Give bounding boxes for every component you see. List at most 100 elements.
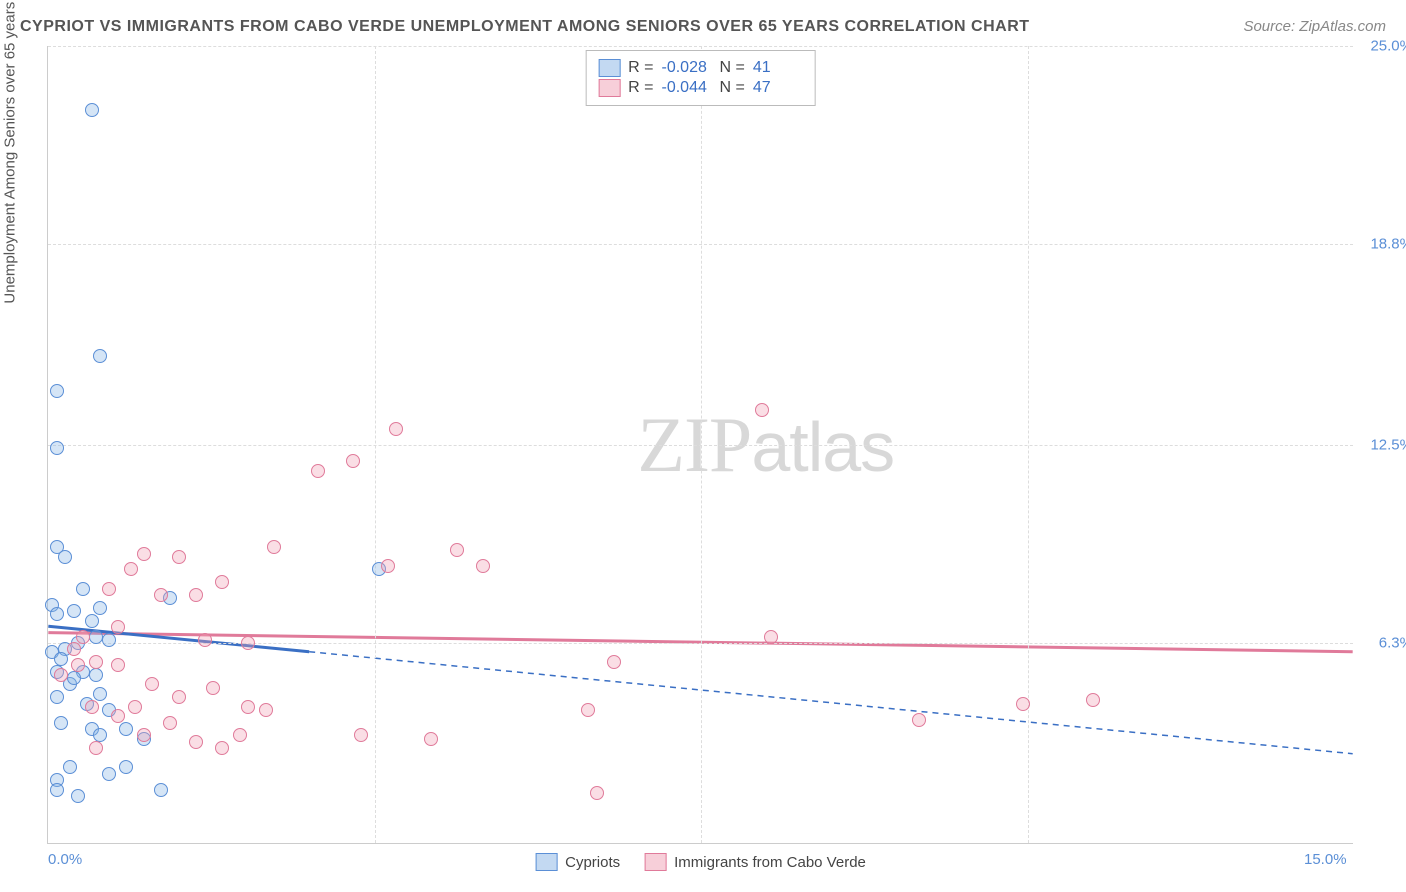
y-tick-label: 25.0% <box>1370 38 1406 55</box>
data-point-blue <box>67 604 81 618</box>
data-point-blue <box>63 760 77 774</box>
legend-label-pink: Immigrants from Cabo Verde <box>674 854 866 871</box>
data-point-pink <box>206 681 220 695</box>
legend-label-blue: Cypriots <box>565 854 620 871</box>
data-point-pink <box>111 709 125 723</box>
n-label: N = <box>720 79 745 97</box>
data-point-blue <box>67 671 81 685</box>
data-point-blue <box>93 601 107 615</box>
swatch-pink-icon <box>598 79 620 97</box>
data-point-blue <box>119 722 133 736</box>
data-point-pink <box>233 728 247 742</box>
data-point-blue <box>76 582 90 596</box>
swatch-blue-icon <box>598 59 620 77</box>
n-value-pink: 47 <box>753 79 803 97</box>
data-point-pink <box>89 655 103 669</box>
data-point-blue <box>89 630 103 644</box>
n-value-blue: 41 <box>753 59 803 77</box>
swatch-pink-icon <box>644 853 666 871</box>
source-label: Source: ZipAtlas.com <box>1243 18 1386 35</box>
data-point-pink <box>215 575 229 589</box>
data-point-pink <box>102 582 116 596</box>
data-point-pink <box>354 728 368 742</box>
data-point-pink <box>424 732 438 746</box>
data-point-pink <box>607 655 621 669</box>
data-point-pink <box>381 559 395 573</box>
data-point-blue <box>102 633 116 647</box>
data-point-blue <box>85 614 99 628</box>
data-point-pink <box>476 559 490 573</box>
gridline-v <box>1028 46 1029 843</box>
data-point-pink <box>215 741 229 755</box>
data-point-blue <box>93 349 107 363</box>
legend-row-pink: R = -0.044 N = 47 <box>598 79 803 97</box>
legend-item-blue: Cypriots <box>535 853 620 871</box>
n-label: N = <box>720 59 745 77</box>
data-point-pink <box>450 543 464 557</box>
data-point-pink <box>764 630 778 644</box>
data-point-blue <box>50 690 64 704</box>
data-point-pink <box>346 454 360 468</box>
data-point-pink <box>189 735 203 749</box>
data-point-pink <box>111 620 125 634</box>
data-point-pink <box>163 716 177 730</box>
x-tick-label: 15.0% <box>1304 851 1347 868</box>
data-point-pink <box>241 636 255 650</box>
data-point-pink <box>581 703 595 717</box>
data-point-blue <box>102 767 116 781</box>
data-point-pink <box>71 658 85 672</box>
x-tick-label: 0.0% <box>48 851 82 868</box>
trendline-blue-dashed <box>309 652 1352 754</box>
data-point-pink <box>389 422 403 436</box>
data-point-pink <box>85 700 99 714</box>
gridline-v <box>701 46 702 843</box>
data-point-blue <box>50 384 64 398</box>
data-point-blue <box>154 783 168 797</box>
data-point-pink <box>912 713 926 727</box>
r-label: R = <box>628 79 653 97</box>
gridline-v <box>375 46 376 843</box>
data-point-pink <box>172 550 186 564</box>
data-point-blue <box>58 550 72 564</box>
data-point-pink <box>198 633 212 647</box>
data-point-pink <box>145 677 159 691</box>
data-point-pink <box>590 786 604 800</box>
chart-title: CYPRIOT VS IMMIGRANTS FROM CABO VERDE UN… <box>20 18 1030 36</box>
y-tick-label: 6.3% <box>1379 634 1406 651</box>
swatch-blue-icon <box>535 853 557 871</box>
data-point-pink <box>241 700 255 714</box>
data-point-pink <box>1016 697 1030 711</box>
data-point-pink <box>128 700 142 714</box>
y-tick-label: 12.5% <box>1370 437 1406 454</box>
r-value-pink: -0.044 <box>662 79 712 97</box>
series-legend: Cypriots Immigrants from Cabo Verde <box>535 853 866 871</box>
data-point-blue <box>71 789 85 803</box>
data-point-pink <box>54 668 68 682</box>
data-point-blue <box>119 760 133 774</box>
data-point-blue <box>54 716 68 730</box>
data-point-pink <box>111 658 125 672</box>
data-point-blue <box>50 441 64 455</box>
watermark-bold: ZIP <box>637 401 751 488</box>
data-point-blue <box>50 607 64 621</box>
legend-row-blue: R = -0.028 N = 41 <box>598 59 803 77</box>
data-point-blue <box>85 103 99 117</box>
data-point-blue <box>93 687 107 701</box>
data-point-pink <box>137 547 151 561</box>
r-value-blue: -0.028 <box>662 59 712 77</box>
data-point-pink <box>67 642 81 656</box>
legend-item-pink: Immigrants from Cabo Verde <box>644 853 866 871</box>
data-point-pink <box>311 464 325 478</box>
y-axis-label: Unemployment Among Seniors over 65 years <box>2 2 19 304</box>
data-point-pink <box>172 690 186 704</box>
data-point-pink <box>267 540 281 554</box>
data-point-pink <box>124 562 138 576</box>
data-point-blue <box>89 668 103 682</box>
data-point-pink <box>1086 693 1100 707</box>
r-label: R = <box>628 59 653 77</box>
y-tick-label: 18.8% <box>1370 235 1406 252</box>
data-point-pink <box>259 703 273 717</box>
data-point-pink <box>755 403 769 417</box>
data-point-pink <box>89 741 103 755</box>
correlation-legend: R = -0.028 N = 41 R = -0.044 N = 47 <box>585 50 816 106</box>
